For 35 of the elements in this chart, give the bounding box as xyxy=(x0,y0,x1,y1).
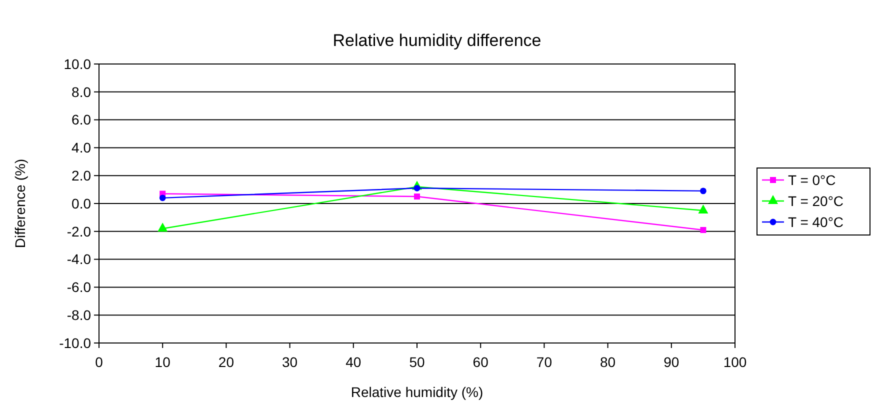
x-axis-title: Relative humidity (%) xyxy=(350,384,484,400)
point xyxy=(159,194,166,202)
y-tick-label: 10.0 xyxy=(64,56,92,72)
x-tick-label: 50 xyxy=(409,354,425,370)
y-tick-label: 4.0 xyxy=(72,140,92,156)
y-tick-label: -2.0 xyxy=(66,223,92,240)
x-tick-label: 30 xyxy=(282,354,298,370)
x-tick-label: 0 xyxy=(95,354,104,370)
y-tick-label: 6.0 xyxy=(72,112,92,128)
y-tick-label: -6.0 xyxy=(66,279,92,296)
x-tick-label: 80 xyxy=(600,354,616,370)
y-tick-label: -10.0 xyxy=(59,334,92,351)
point xyxy=(158,222,168,232)
x-tick-label: 60 xyxy=(472,354,489,370)
legend-label: T = 0°C xyxy=(788,172,836,188)
point xyxy=(700,227,706,234)
legend-label: T = 20°C xyxy=(788,192,844,209)
y-tick-label: 8.0 xyxy=(72,84,92,100)
point xyxy=(700,188,706,194)
x-tick-label: 90 xyxy=(664,354,680,370)
point xyxy=(414,194,420,200)
point xyxy=(698,204,708,214)
x-tick-label: 70 xyxy=(536,354,552,370)
y-tick-label: 2.0 xyxy=(72,168,92,184)
x-tick-label: 10 xyxy=(154,354,171,370)
y-axis-title: Difference (%) xyxy=(12,158,28,248)
y-tick-label: -4.0 xyxy=(66,251,92,268)
y-tick-label: 0.0 xyxy=(72,195,92,212)
chart-title: Relative humidity difference xyxy=(332,31,542,50)
y-tick-label: -8.0 xyxy=(66,307,92,323)
legend-label: T = 40°C xyxy=(788,214,844,230)
x-tick-label: 20 xyxy=(218,354,234,370)
x-tick-label: 100 xyxy=(723,354,747,370)
point xyxy=(414,184,420,192)
x-tick-label: 40 xyxy=(346,354,362,370)
